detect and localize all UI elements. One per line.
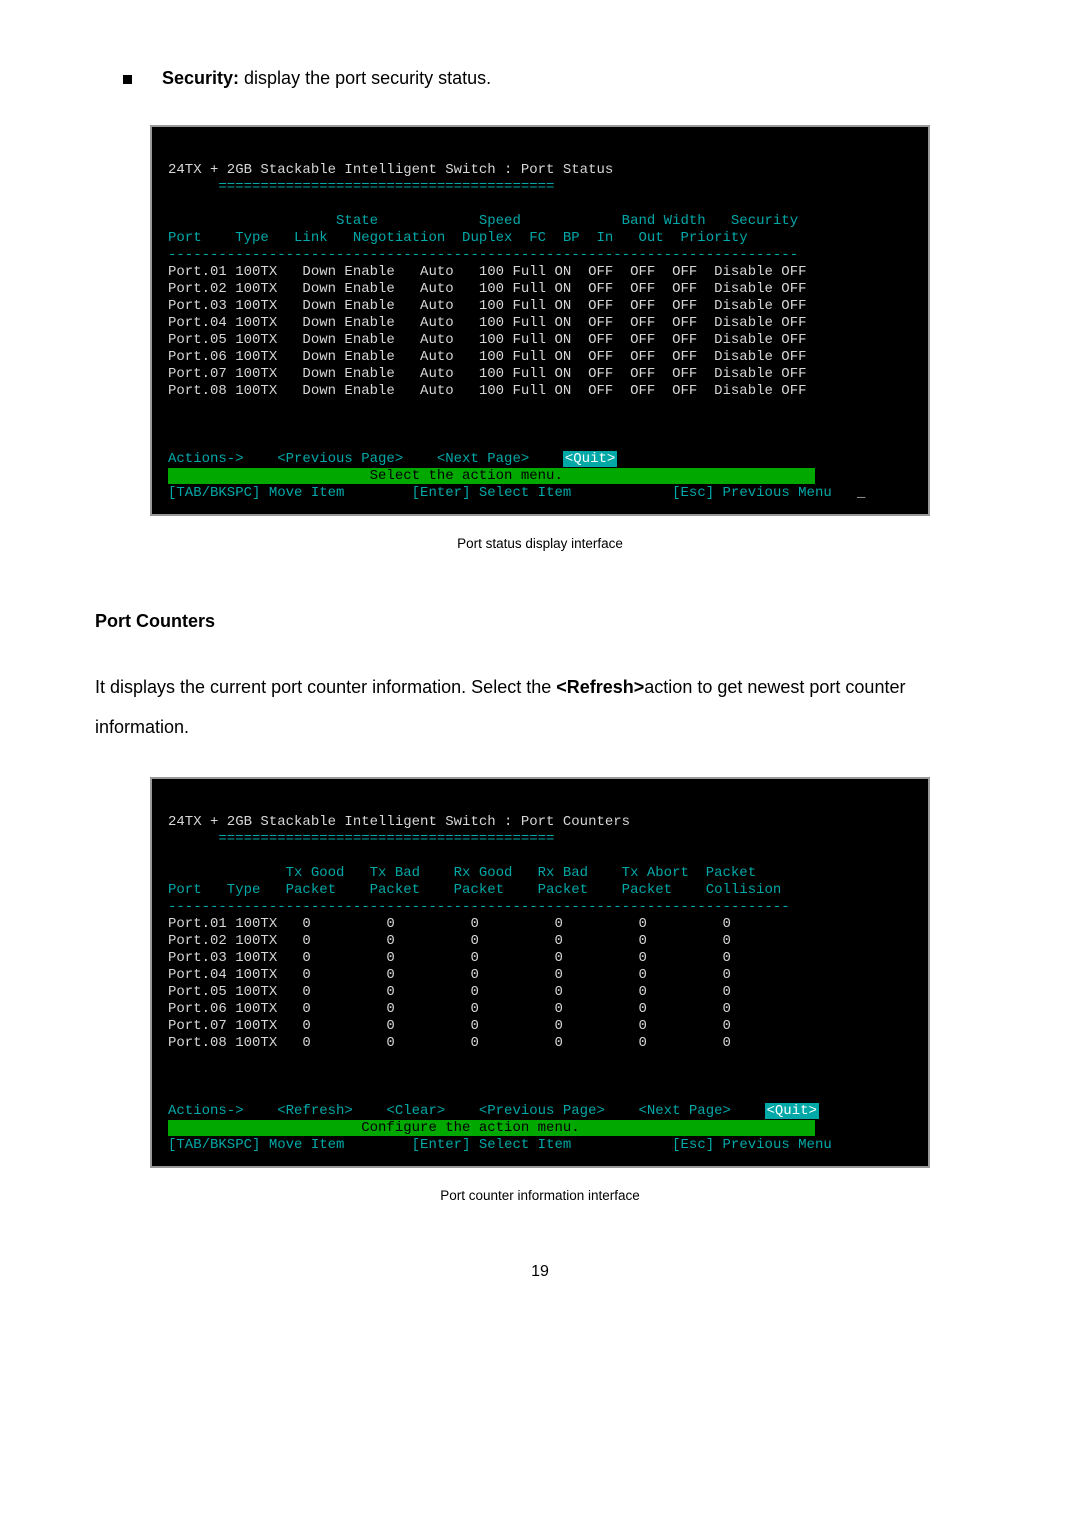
t2-row: Port.02 100TX 0 0 0 0 0 0 (168, 933, 731, 949)
t2-row: Port.05 100TX 0 0 0 0 0 0 (168, 984, 731, 1000)
t1-hdr2: Port Type Link Negotiation Duplex FC BP … (168, 230, 748, 246)
t2-sep: ----------------------------------------… (168, 899, 790, 915)
bullet-rest: display the port security status. (239, 68, 491, 88)
t2-actions: Actions-> <Refresh> <Clear> <Previous Pa… (168, 1103, 819, 1119)
bullet-text: Security: display the port security stat… (162, 68, 491, 89)
t1-footer-l: [TAB/BKSPC] Move Item (168, 485, 344, 501)
t1-row: Port.07 100TX Down Enable Auto 100 Full … (168, 366, 807, 382)
t2-eqline: ======================================== (168, 831, 554, 847)
t2-greenbar: Configure the action menu. (168, 1120, 815, 1136)
t1-footer-r: [Esc] Previous Menu (672, 485, 832, 501)
t2-row: Port.03 100TX 0 0 0 0 0 0 (168, 950, 731, 966)
paragraph-refresh: It displays the current port counter inf… (95, 668, 985, 747)
bullet-security: Security: display the port security stat… (123, 68, 985, 89)
t2-title: 24TX + 2GB Stackable Intelligent Switch … (168, 814, 630, 830)
t2-footer-m: [Enter] Select Item (412, 1137, 572, 1153)
t1-sep: ----------------------------------------… (168, 247, 798, 263)
bullet-label: Security: (162, 68, 239, 88)
t2-row: Port.07 100TX 0 0 0 0 0 0 (168, 1018, 731, 1034)
t1-row: Port.05 100TX Down Enable Auto 100 Full … (168, 332, 807, 348)
t2-footer: [TAB/BKSPC] Move Item [Enter] Select Ite… (168, 1137, 832, 1153)
t1-actions: Actions-> <Previous Page> <Next Page> <Q… (168, 451, 617, 467)
terminal-port-status: 24TX + 2GB Stackable Intelligent Switch … (150, 125, 930, 516)
t2-quit[interactable]: <Quit> (765, 1103, 819, 1119)
t2-row: Port.06 100TX 0 0 0 0 0 0 (168, 1001, 731, 1017)
page-number: 19 (95, 1263, 985, 1281)
t1-act-prefix: Actions-> <Previous Page> <Next Page> (168, 451, 563, 467)
t2-footer-l: [TAB/BKSPC] Move Item (168, 1137, 344, 1153)
t1-hdr1: State Speed Band Width Security (168, 213, 798, 229)
t2-hdr1: Tx Good Tx Bad Rx Good Rx Bad Tx Abort P… (168, 865, 756, 881)
t1-row: Port.02 100TX Down Enable Auto 100 Full … (168, 281, 807, 297)
t2-row: Port.08 100TX 0 0 0 0 0 0 (168, 1035, 731, 1051)
heading-port-counters: Port Counters (95, 611, 985, 632)
t1-row: Port.08 100TX Down Enable Auto 100 Full … (168, 383, 807, 399)
para1-b: <Refresh> (556, 677, 644, 697)
t1-eqline: ======================================== (168, 179, 554, 195)
t1-quit[interactable]: <Quit> (563, 451, 617, 467)
t1-title: 24TX + 2GB Stackable Intelligent Switch … (168, 162, 613, 178)
t1-row: Port.03 100TX Down Enable Auto 100 Full … (168, 298, 807, 314)
t1-greenbar: Select the action menu. (168, 468, 815, 484)
t1-row: Port.04 100TX Down Enable Auto 100 Full … (168, 315, 807, 331)
t2-footer-r: [Esc] Previous Menu (672, 1137, 832, 1153)
t2-hdr2: Port Type Packet Packet Packet Packet Pa… (168, 882, 781, 898)
caption-port-status: Port status display interface (95, 536, 985, 551)
t1-footer-m: [Enter] Select Item (412, 485, 572, 501)
bullet-square (123, 75, 132, 84)
t2-act-prefix: Actions-> <Refresh> <Clear> <Previous Pa… (168, 1103, 765, 1119)
t1-row: Port.06 100TX Down Enable Auto 100 Full … (168, 349, 807, 365)
t2-row: Port.04 100TX 0 0 0 0 0 0 (168, 967, 731, 983)
t1-footer: [TAB/BKSPC] Move Item [Enter] Select Ite… (168, 485, 865, 501)
t2-row: Port.01 100TX 0 0 0 0 0 0 (168, 916, 731, 932)
caption-port-counters: Port counter information interface (95, 1188, 985, 1203)
t1-row: Port.01 100TX Down Enable Auto 100 Full … (168, 264, 807, 280)
para1-a: It displays the current port counter inf… (95, 677, 556, 697)
terminal-port-counters: 24TX + 2GB Stackable Intelligent Switch … (150, 777, 930, 1168)
